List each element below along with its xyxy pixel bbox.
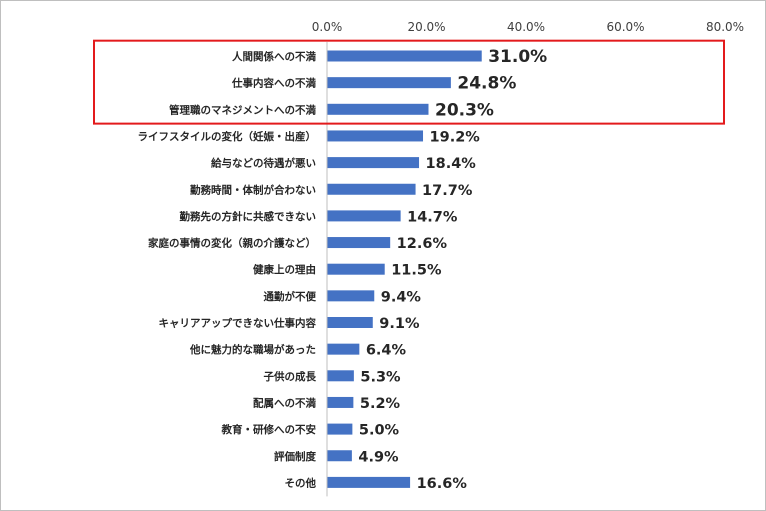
value-label: 5.0% [359, 423, 400, 439]
value-labels: 31.0% 24.8% 20.3% 19.2% 18.4% 17.7% 14.7% 12.6%… [358, 47, 547, 492]
value-label: 9.4% [381, 289, 422, 305]
category-label: 勤務先の方針に共感できない [180, 210, 317, 223]
bar [327, 476, 411, 488]
category-label: 人間関係への不満 [232, 50, 316, 63]
x-tick-label: 0.0% [312, 20, 343, 34]
bar [327, 183, 416, 195]
value-label: 18.4% [426, 156, 477, 172]
category-label: 評価制度 [274, 450, 316, 463]
bar [327, 450, 352, 462]
bars [327, 50, 482, 488]
category-label: その他 [285, 476, 317, 489]
value-label: 11.5% [391, 263, 442, 279]
value-label: 5.3% [360, 369, 401, 385]
value-label: 31.0% [488, 47, 547, 67]
bar [327, 423, 353, 435]
category-label: 配属への不満 [253, 396, 316, 409]
bar [327, 157, 420, 169]
bar [327, 263, 385, 275]
value-label: 5.2% [360, 396, 401, 412]
category-labels: 人間関係への不満仕事内容への不満管理職のマネジメントへの不満ライフスタイルの変化… [138, 50, 317, 489]
value-label: 24.8% [457, 74, 516, 94]
category-label: 健康上の理由 [253, 263, 316, 276]
category-label: 通勤が不便 [264, 290, 317, 303]
bar [327, 317, 373, 328]
bar [327, 370, 354, 382]
value-label: 16.6% [417, 476, 468, 492]
bar [327, 290, 375, 302]
category-label: 家庭の事情の変化（親の介護など） [148, 237, 316, 250]
value-label: 9.1% [379, 316, 420, 332]
bar [327, 396, 354, 408]
value-label: 14.7% [407, 209, 458, 225]
bar [327, 343, 360, 355]
value-label: 20.3% [435, 100, 494, 120]
category-label: 仕事内容への不満 [231, 77, 316, 90]
value-label: 12.6% [397, 236, 448, 252]
x-tick-label: 60.0% [606, 20, 644, 34]
value-label: 6.4% [366, 343, 407, 359]
x-tick-label: 40.0% [507, 20, 545, 34]
category-label: キャリアアップできない仕事内容 [159, 317, 317, 330]
value-label: 17.7% [422, 183, 473, 199]
category-label: 他に魅力的な職場があった [189, 343, 316, 356]
bar [327, 237, 391, 249]
x-tick-label: 20.0% [407, 20, 445, 34]
value-label: 4.9% [358, 449, 399, 465]
bar [327, 103, 429, 115]
bar [327, 130, 424, 142]
category-label: ライフスタイルの変化（妊娠・出産） [138, 130, 317, 143]
bar [327, 210, 401, 222]
category-label: 管理職のマネジメントへの不満 [169, 103, 316, 116]
bar [327, 77, 451, 89]
category-label: 給与などの待遇が悪い [211, 157, 316, 170]
x-axis-ticks: 0.0% 20.0% 40.0% 60.0% 80.0% [312, 20, 744, 34]
category-label: 子供の成長 [264, 370, 317, 383]
x-tick-label: 80.0% [706, 20, 744, 34]
category-label: 勤務時間・体制が合わない [190, 183, 316, 196]
bar [327, 50, 482, 62]
category-label: 教育・研修への不安 [221, 423, 317, 436]
highlight-box [93, 39, 725, 125]
value-label: 19.2% [430, 129, 481, 145]
